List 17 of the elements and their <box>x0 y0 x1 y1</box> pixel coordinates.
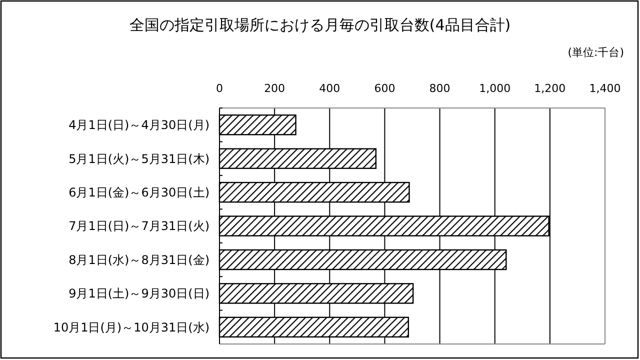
x-tick-label: 1,200 <box>534 82 566 95</box>
y-tick-label: 4月1日(日)～4月30日(月) <box>68 118 210 132</box>
x-tick-label: 400 <box>319 82 340 95</box>
y-tick-label: 7月1日(日)～7月31日(火) <box>68 219 210 234</box>
text: (単位:千台) <box>568 46 624 59</box>
x-tick-label: 1,000 <box>479 82 511 95</box>
y-tick-label: 5月1日(火)～5月31日(木) <box>68 152 210 166</box>
x-tick-label: 0 <box>216 82 223 95</box>
x-tick-label: 1,400 <box>589 82 621 95</box>
x-tick-label: 600 <box>374 82 396 95</box>
y-tick-label: 10月1日(月)～10月31日(水) <box>53 320 210 334</box>
y-tick-label: 8月1日(水)～8月31日(金) <box>68 252 210 267</box>
y-tick-label: 6月1日(金)～6月30日(土) <box>68 185 210 200</box>
x-tick-label: 800 <box>429 82 450 95</box>
chart-title: 全国の指定引取場所における月毎の引取台数(4品目合計) <box>129 16 511 34</box>
y-tick-label: 9月1日(土)～9月30日(日) <box>68 286 210 301</box>
x-tick-label: 200 <box>264 82 286 95</box>
